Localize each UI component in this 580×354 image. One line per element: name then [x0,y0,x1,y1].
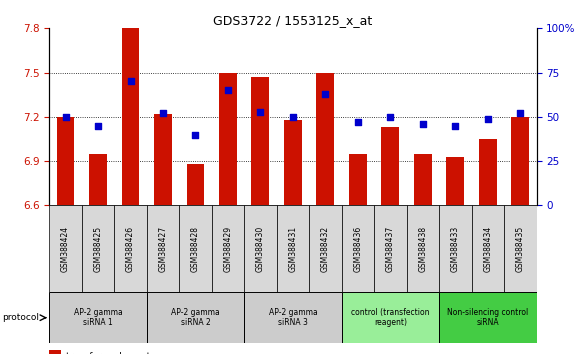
Bar [277,205,309,292]
Bar [57,117,74,205]
Text: GSM388429: GSM388429 [223,225,233,272]
Bar [49,205,82,292]
Point [191,132,200,137]
Text: GSM388430: GSM388430 [256,225,265,272]
Point [158,110,168,116]
Bar [244,292,342,343]
Bar [187,164,204,205]
Point [61,114,70,120]
Bar [114,205,147,292]
Text: GSM388437: GSM388437 [386,225,395,272]
Bar [439,292,536,343]
Point [321,91,330,97]
Point [223,87,233,93]
Text: AP-2 gamma
siRNA 3: AP-2 gamma siRNA 3 [269,308,317,327]
Text: GSM388434: GSM388434 [483,225,492,272]
Text: GSM388433: GSM388433 [451,225,460,272]
Bar [317,73,334,205]
Bar [414,154,432,205]
Point [483,116,492,121]
Bar [49,292,147,343]
Text: GSM388438: GSM388438 [418,225,427,272]
Bar [179,205,212,292]
Text: AP-2 gamma
siRNA 1: AP-2 gamma siRNA 1 [74,308,122,327]
Bar [472,205,504,292]
Text: GSM388435: GSM388435 [516,225,525,272]
Text: GSM388424: GSM388424 [61,225,70,272]
Point [516,110,525,116]
Text: GSM388432: GSM388432 [321,225,330,272]
Bar [284,120,302,205]
Point [386,114,395,120]
Point [256,109,265,114]
Bar [147,292,244,343]
Bar [89,154,107,205]
Text: GSM388431: GSM388431 [288,225,298,272]
Text: GSM388436: GSM388436 [353,225,362,272]
Title: GDS3722 / 1553125_x_at: GDS3722 / 1553125_x_at [213,14,372,27]
Bar [82,205,114,292]
Text: GSM388428: GSM388428 [191,226,200,272]
Bar [147,205,179,292]
Bar [439,205,472,292]
Point [353,119,362,125]
Bar [504,205,536,292]
Point [93,123,103,129]
Text: protocol: protocol [2,313,39,322]
Bar [309,205,342,292]
Text: GSM388426: GSM388426 [126,225,135,272]
Bar [219,73,237,205]
Point [418,121,427,127]
Bar [49,350,61,354]
Bar [154,114,172,205]
Bar [244,205,277,292]
Point [126,79,135,84]
Text: transformed count: transformed count [66,352,151,354]
Bar [512,117,529,205]
Text: AP-2 gamma
siRNA 2: AP-2 gamma siRNA 2 [171,308,220,327]
Bar [382,127,399,205]
Bar [342,205,374,292]
Bar [122,28,139,205]
Bar [342,292,439,343]
Point [451,123,460,129]
Point [288,114,298,120]
Bar [212,205,244,292]
Text: GSM388425: GSM388425 [93,225,103,272]
Bar [447,156,464,205]
Text: Non-silencing control
siRNA: Non-silencing control siRNA [447,308,528,327]
Bar [407,205,439,292]
Text: control (transfection
reagent): control (transfection reagent) [351,308,430,327]
Bar [349,154,367,205]
Bar [252,77,269,205]
Bar [479,139,496,205]
Bar [374,205,407,292]
Text: GSM388427: GSM388427 [158,225,168,272]
